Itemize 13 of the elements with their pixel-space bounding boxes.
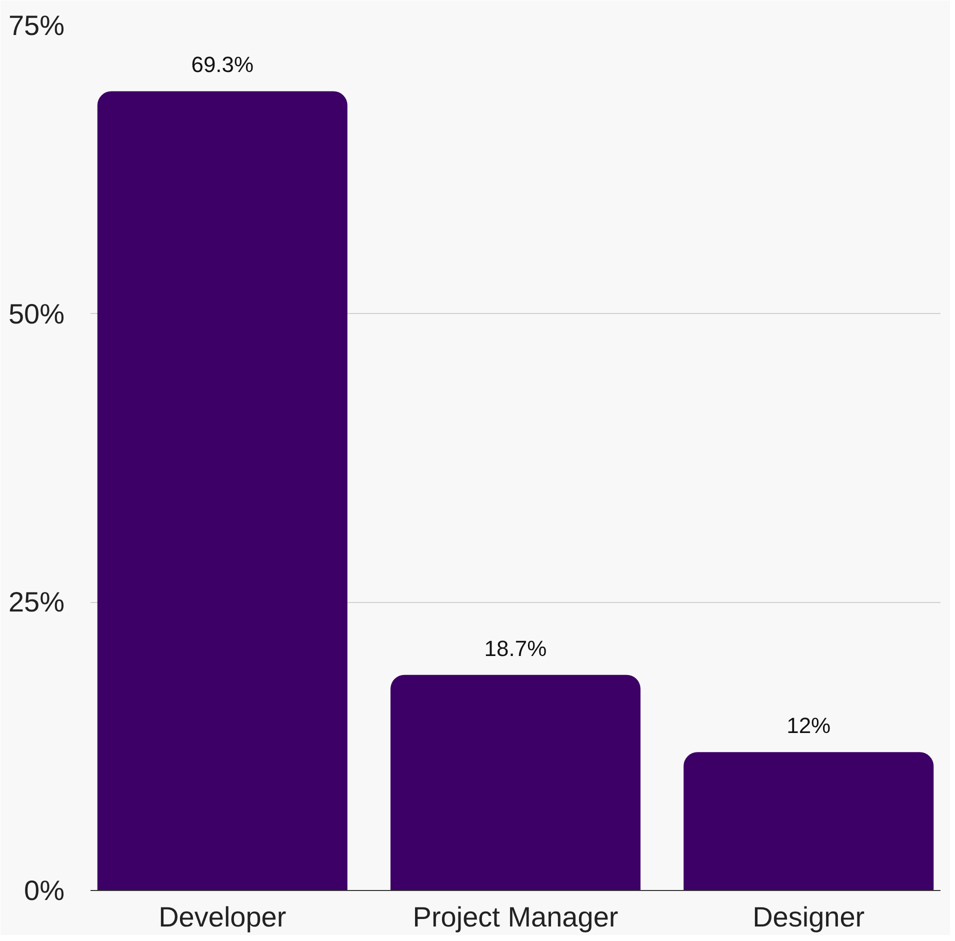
y-tick-label: 75% [8,10,65,41]
y-tick-label: 50% [8,298,65,330]
x-tick-label: Developer [158,902,286,932]
bar [97,91,348,890]
data-label: 12% [786,713,831,738]
data-label: 69.3% [191,52,254,78]
y-tick-label: 25% [8,586,65,618]
data-label: 18.7% [484,636,547,661]
x-tick-label: Project Manager [412,902,618,932]
bar [684,752,934,890]
x-tick-label: Designer [752,902,865,932]
bar [390,674,641,890]
y-tick-label: 0% [24,875,64,906]
